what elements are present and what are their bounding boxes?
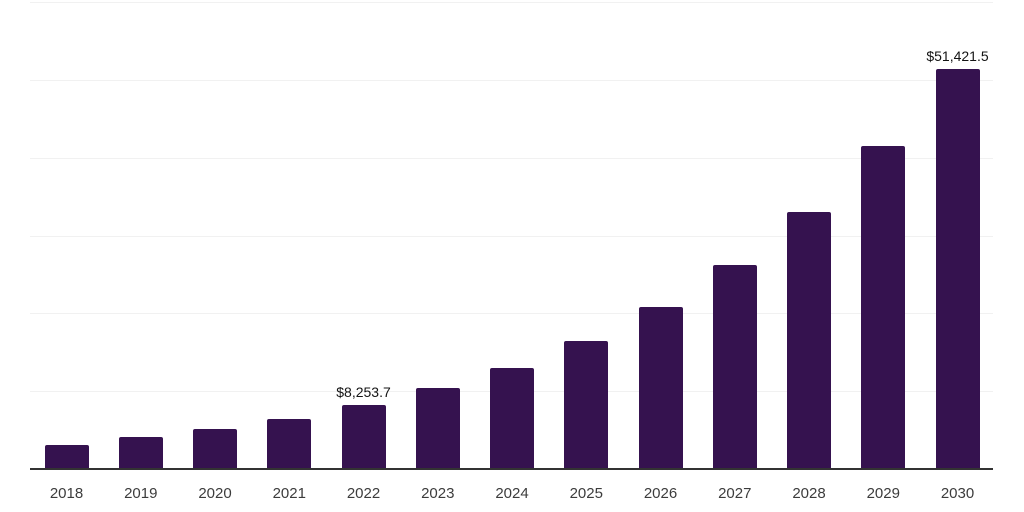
x-axis-label-2025: 2025 [569, 485, 603, 502]
bar-2030 [935, 69, 980, 469]
bar-2024 [490, 368, 534, 469]
x-axis-label-2030: 2030 [940, 485, 975, 502]
x-axis-label-2023: 2023 [421, 485, 455, 502]
x-axis-label-2028: 2028 [792, 485, 826, 502]
gridline [30, 313, 993, 314]
bar-2029 [861, 146, 906, 469]
bar-2023 [415, 388, 460, 469]
bar-2020 [193, 429, 237, 469]
bar-2025 [564, 341, 609, 469]
gridline [30, 158, 993, 159]
x-axis-label-2027: 2027 [718, 485, 752, 502]
bar-2018 [44, 445, 89, 469]
x-axis-line [30, 468, 993, 470]
x-axis-label-2019: 2019 [124, 485, 158, 502]
x-axis-label-2024: 2024 [495, 485, 529, 502]
x-axis-label-2018: 2018 [49, 485, 84, 502]
bar-value-label-2030: $51,421.5 [926, 48, 989, 64]
x-axis-label-2026: 2026 [643, 485, 678, 502]
gridline [30, 236, 993, 237]
x-axis-label-2022: 2022 [346, 485, 381, 502]
gridline [30, 2, 993, 3]
bar-2019 [118, 437, 163, 469]
bar-2021 [267, 419, 312, 469]
x-axis-label-2029: 2029 [866, 485, 900, 502]
x-axis-label-2020: 2020 [198, 485, 232, 502]
bar-2022 [341, 405, 386, 469]
bar-2028 [787, 212, 831, 469]
bar-2026 [638, 307, 683, 469]
x-axis-label-2021: 2021 [272, 485, 306, 502]
bar-value-label-2022: $8,253.7 [336, 384, 391, 400]
bar-2027 [712, 265, 757, 469]
gridline [30, 80, 993, 81]
